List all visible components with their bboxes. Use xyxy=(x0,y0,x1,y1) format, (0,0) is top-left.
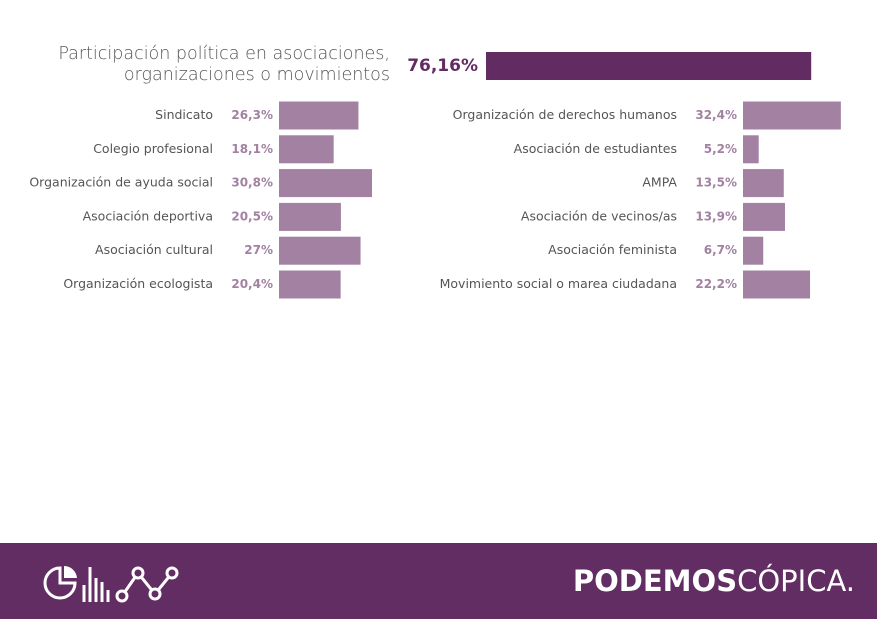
bar xyxy=(279,202,341,231)
value-label: 22,2% xyxy=(695,277,737,291)
value-label: 20,5% xyxy=(231,209,273,223)
category-label: Colegio profesional xyxy=(93,141,213,156)
bar xyxy=(743,169,784,198)
bar xyxy=(279,101,359,130)
value-label: 27% xyxy=(244,243,273,257)
bar xyxy=(279,169,373,198)
brand-bold: PODEMOS xyxy=(573,564,737,598)
category-label: AMPA xyxy=(642,175,677,190)
bar xyxy=(743,101,841,130)
category-label: Sindicato xyxy=(155,107,213,122)
value-label: 26,3% xyxy=(231,108,273,122)
category-label: Organización ecologista xyxy=(63,276,213,291)
value-label: 6,7% xyxy=(704,243,737,257)
category-label: Organización de derechos humanos xyxy=(453,107,677,122)
bar xyxy=(279,135,334,164)
bar xyxy=(743,236,764,265)
bar xyxy=(279,236,361,265)
category-label: Asociación deportiva xyxy=(83,208,213,223)
brand-light: CÓPICA. xyxy=(737,564,855,598)
value-label: 30,8% xyxy=(231,176,273,190)
category-label: Organización de ayuda social xyxy=(29,175,213,190)
bar xyxy=(743,135,759,164)
bar xyxy=(743,202,785,231)
total-bar xyxy=(486,52,812,80)
total-label: 76,16% xyxy=(407,56,478,76)
chart-title: Participación política en asociaciones, … xyxy=(58,44,390,85)
value-label: 5,2% xyxy=(704,142,737,156)
value-label: 13,5% xyxy=(695,176,737,190)
bar xyxy=(743,270,811,299)
category-label: Movimiento social o marea ciudadana xyxy=(440,276,677,291)
category-label: Asociación cultural xyxy=(95,242,213,257)
value-label: 18,1% xyxy=(231,142,273,156)
category-label: Asociación de estudiantes xyxy=(514,141,677,156)
category-label: Asociación de vecinos/as xyxy=(521,208,677,223)
bar xyxy=(279,270,341,299)
logo-icon xyxy=(43,566,179,603)
brand: PODEMOSCÓPICA. xyxy=(573,564,855,598)
category-label: Asociación feminista xyxy=(548,242,677,257)
value-label: 13,9% xyxy=(695,209,737,223)
value-label: 20,4% xyxy=(231,277,273,291)
value-label: 32,4% xyxy=(695,108,737,122)
